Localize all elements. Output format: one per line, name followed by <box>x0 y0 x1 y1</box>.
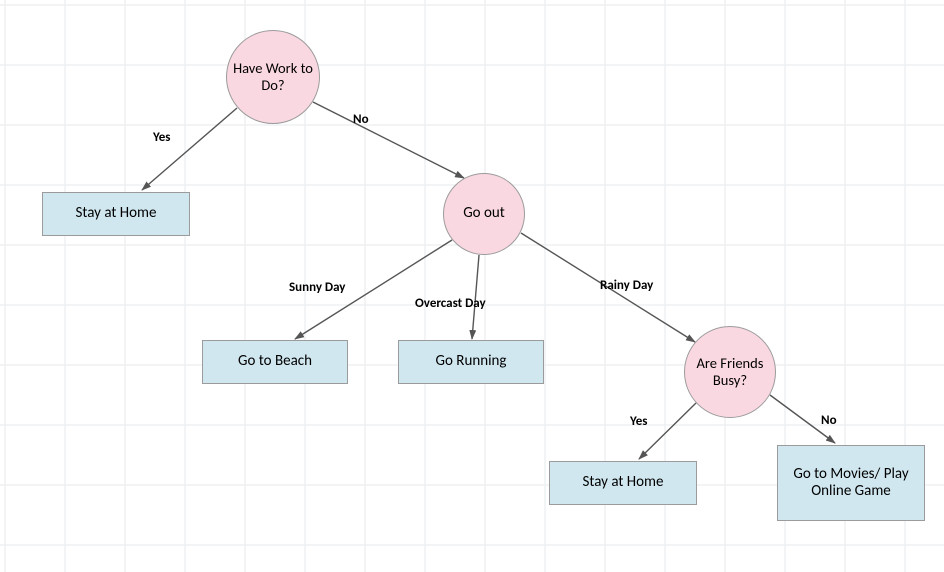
node-label: Go Running <box>430 353 513 370</box>
node-n1: Have Work to Do? <box>226 30 320 124</box>
edge-label-e4: Overcast Day <box>415 296 486 311</box>
node-n8: Go to Movies/ Play Online Game <box>777 445 925 521</box>
node-n7: Stay at Home <box>549 461 697 505</box>
edge-label-e3: Sunny Day <box>289 280 345 295</box>
edge-label-e2: No <box>353 112 369 127</box>
edge-label-e1: Yes <box>153 130 170 145</box>
node-n4: Go to Beach <box>202 340 348 384</box>
node-n2: Stay at Home <box>42 192 190 236</box>
edge-e6 <box>639 403 696 459</box>
edge-e1 <box>142 108 237 190</box>
node-label: Stay at Home <box>577 474 670 491</box>
node-label: Are Friends Busy? <box>685 355 775 388</box>
node-label: Have Work to Do? <box>227 60 319 93</box>
edge-label-e7: No <box>821 413 837 428</box>
node-label: Go to Beach <box>232 353 318 370</box>
diagram-canvas: Have Work to Do? Stay at Home Go out Go to … <box>0 0 944 572</box>
node-n5: Go Running <box>398 340 544 384</box>
edge-label-e5: Rainy Day <box>600 278 653 293</box>
edge-e2 <box>313 102 464 178</box>
edge-label-e6: Yes <box>630 414 647 429</box>
node-label: Go out <box>457 205 511 222</box>
node-n6: Are Friends Busy? <box>684 326 776 418</box>
node-label: Go to Movies/ Play Online Game <box>778 466 924 501</box>
node-n3: Go out <box>443 173 525 255</box>
node-label: Stay at Home <box>70 205 163 222</box>
